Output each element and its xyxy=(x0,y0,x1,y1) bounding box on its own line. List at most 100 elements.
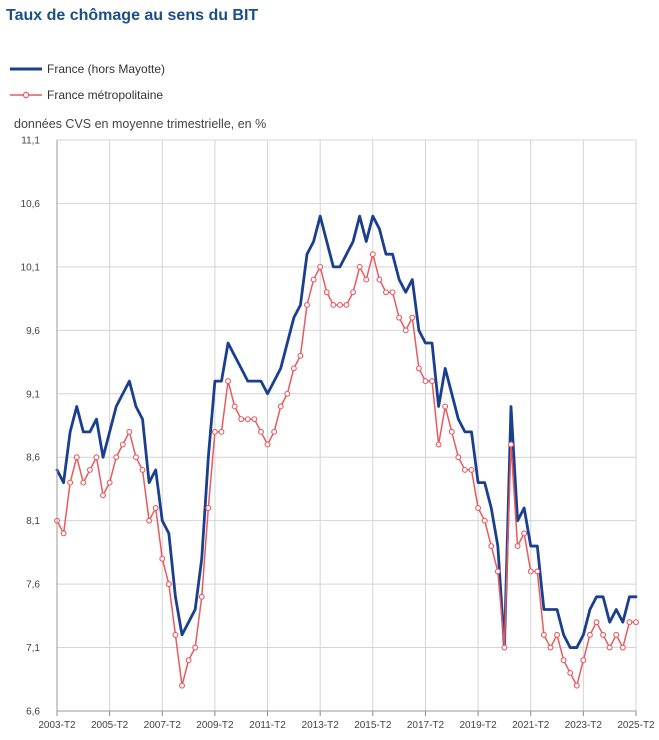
series-france-metropolitaine-point xyxy=(567,669,574,676)
series-france-metropolitaine-point xyxy=(106,479,113,486)
series-france-metropolitaine-point xyxy=(534,568,541,575)
series-france-metropolitaine-point xyxy=(304,302,310,308)
series-france-metropolitaine-point xyxy=(284,390,291,397)
series-france-metropolitaine-point xyxy=(633,619,639,626)
legend-swatch-france-hors-mayotte xyxy=(10,67,42,71)
x-tick-label: 2017-T2 xyxy=(407,720,445,731)
series-france-metropolitaine-point xyxy=(402,327,409,334)
series-france-metropolitaine-point xyxy=(146,517,153,524)
series-france-metropolitaine-point xyxy=(461,466,468,473)
x-tick-label: 2019-T2 xyxy=(459,720,497,731)
series-france-metropolitaine-point xyxy=(376,276,383,283)
x-tick-label: 2023-T2 xyxy=(565,720,603,731)
series-france-metropolitaine-point xyxy=(73,454,80,461)
series-france-metropolitaine-point xyxy=(580,657,587,664)
x-tick-label: 2003-T2 xyxy=(38,720,76,731)
series-france-metropolitaine-point xyxy=(172,631,179,638)
series-france-metropolitaine-point xyxy=(317,263,324,270)
series-france-metropolitaine-point xyxy=(231,403,238,410)
x-tick-label: 2007-T2 xyxy=(144,720,182,731)
series-france-metropolitaine-point xyxy=(626,619,633,626)
series-france-metropolitaine-point xyxy=(540,631,547,638)
series-france-metropolitaine-point xyxy=(468,466,475,473)
x-tick-label: 2005-T2 xyxy=(91,720,129,731)
series-france-metropolitaine-point xyxy=(198,593,205,600)
series-france-metropolitaine-point xyxy=(152,505,159,511)
series-france-metropolitaine-point xyxy=(442,403,449,410)
series-france-metropolitaine-point xyxy=(475,505,482,511)
series-france-metropolitaine-point xyxy=(192,644,199,651)
series-france-metropolitaine-point xyxy=(435,441,442,448)
series-france-metropolitaine-point xyxy=(508,441,514,448)
series-france-metropolitaine-point xyxy=(290,365,297,372)
series-france-metropolitaine-point xyxy=(67,479,74,486)
series-france-metropolitaine-point xyxy=(527,568,534,575)
series-france-metropolitaine-point xyxy=(429,378,435,385)
series-france-metropolitaine-point xyxy=(600,631,607,638)
y-tick-label: 6,6 xyxy=(26,707,40,718)
y-tick-label: 8,6 xyxy=(26,453,40,464)
series-france-metropolitaine-point xyxy=(218,428,225,435)
legend-item-france-hors-mayotte[interactable]: France (hors Mayotte) xyxy=(8,59,308,79)
y-tick-label: 7,6 xyxy=(26,580,40,591)
series-france-metropolitaine-point xyxy=(593,619,600,626)
chart-subtitle: données CVS en moyenne trimestrielle, en… xyxy=(14,117,267,131)
series-france-metropolitaine-point xyxy=(369,251,376,258)
series-france-metropolitaine-point xyxy=(363,276,370,283)
series-france-metropolitaine-point xyxy=(133,454,139,461)
x-tick-label: 2013-T2 xyxy=(302,720,340,731)
series-france-metropolitaine-point xyxy=(613,631,620,638)
series-france-metropolitaine-point xyxy=(501,644,508,651)
series-france-metropolitaine-point xyxy=(521,530,528,537)
series-france-metropolitaine-point xyxy=(165,581,172,588)
series-france-metropolitaine-point xyxy=(251,416,258,423)
series-france-metropolitaine-point xyxy=(100,492,107,499)
series-france-metropolitaine-point xyxy=(573,682,580,689)
series-france-metropolitaine-point xyxy=(277,403,284,410)
legend-item-france-metropolitaine[interactable]: France métropolitaine xyxy=(8,85,308,105)
series-france-metropolitaine-point xyxy=(244,416,251,423)
y-tick-label: 9,1 xyxy=(26,389,40,400)
series-france-metropolitaine-point xyxy=(586,631,593,638)
axes: 11,1 10,6 10,1 9,6 9,1 8,6 8,1 7,6 7,1 6,6 2003-T2… xyxy=(21,136,656,732)
series-france-metropolitaine-point xyxy=(455,454,462,461)
series-france-metropolitaine-point xyxy=(238,416,245,423)
series-france-metropolitaine-point xyxy=(159,555,166,562)
series-france-metropolitaine-point xyxy=(86,466,93,473)
series-france-metropolitaine-point xyxy=(60,530,67,537)
series-france-metropolitaine-point xyxy=(554,631,560,638)
series-france-metropolitaine-point xyxy=(481,517,488,524)
x-tick-label: 2011-T2 xyxy=(249,720,286,731)
y-tick-label: 8,1 xyxy=(26,516,40,527)
series-france-metropolitaine-point xyxy=(350,289,357,296)
series-france-hors-mayotte-line xyxy=(55,214,638,649)
series-france-metropolitaine-point xyxy=(560,657,567,664)
series-france-metropolitaine-point xyxy=(619,644,626,651)
series-france-metropolitaine-point xyxy=(514,543,521,549)
series-france-metropolitaine-point xyxy=(383,289,389,296)
series-france-metropolitaine-point xyxy=(271,428,278,435)
series-france-metropolitaine-point xyxy=(343,302,350,308)
series-france-metropolitaine-point xyxy=(93,454,100,461)
series-france-metropolitaine-point xyxy=(139,466,146,473)
x-tick-label: 2015-T2 xyxy=(354,720,392,731)
series-france-metropolitaine-point xyxy=(179,682,185,689)
series-france-metropolitaine-point xyxy=(409,314,416,321)
series-france-metropolitaine-point xyxy=(396,314,403,321)
series-france-metropolitaine-point xyxy=(119,441,126,448)
y-tick-label: 10,1 xyxy=(21,262,41,273)
series-france-metropolitaine-point xyxy=(258,428,264,435)
legend-label-france-metropolitaine: France métropolitaine xyxy=(47,88,164,102)
series-france-metropolitaine-point xyxy=(330,302,337,308)
series-france-metropolitaine-point xyxy=(389,289,396,296)
series-france-metropolitaine-point xyxy=(211,428,218,435)
series-france-metropolitaine-point xyxy=(225,378,232,385)
y-tick-label: 11,1 xyxy=(21,136,40,147)
x-tick-label: 2009-T2 xyxy=(196,720,234,731)
series-france-metropolitaine-point xyxy=(547,644,554,651)
series-france-metropolitaine-point xyxy=(422,378,429,385)
chart-title: Taux de chômage au sens du BIT xyxy=(6,7,259,24)
series-france-metropolitaine-point xyxy=(356,263,363,270)
series-france-metropolitaine-point xyxy=(297,352,304,359)
